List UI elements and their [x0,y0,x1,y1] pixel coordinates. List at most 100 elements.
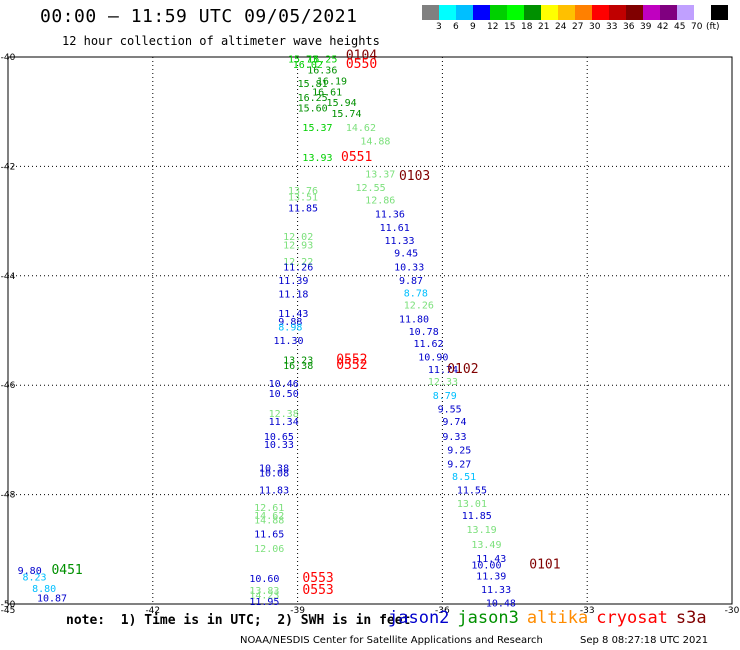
wave-height-value: 10.38 [259,464,289,475]
x-tick-label: -33 [580,606,595,616]
y-tick-label: -40 [1,53,16,63]
y-tick-label: -42 [1,162,16,172]
wave-height-value: 10.90 [418,353,448,364]
colorbar-swatch [660,5,677,20]
wave-height-value: 8.23 [22,572,46,583]
wave-height-value: 9.55 [438,405,462,416]
wave-height-value: 11.80 [399,314,429,325]
wave-height-value: 12.22 [283,257,313,268]
colorbar-unit: (ft) [706,22,720,32]
wave-height-value: 12.38 [269,409,299,420]
legend-entry-jason3: jason3 [457,608,519,628]
wave-height-value: 12.02 [283,232,313,243]
legend-entry-s3a: s3a [675,608,707,628]
wave-height-value: 10.00 [471,560,501,571]
colorbar-swatch [592,5,609,20]
pass-time-label: 0103 [399,169,430,184]
wave-height-value: 15.81 [298,79,328,90]
colorbar-swatch [524,5,541,20]
colorbar-tick-label: 36 [623,22,635,32]
wave-height-value: 12.93 [283,240,313,251]
colorbar-swatch [507,5,524,20]
wave-height-value: 15.37 [302,123,332,134]
y-tick-label: -44 [1,272,16,282]
x-tick-label: -36 [435,606,450,616]
wave-height-value: 12.61 [254,503,284,514]
wave-height-value: 9.25 [447,446,471,457]
colorbar-swatch [677,5,694,20]
colorbar-tick-label: 12 [487,22,499,32]
wave-height-value: 9.80 [18,566,42,577]
wave-height-value: 11.83 [259,486,289,497]
wave-height-value: 12.55 [356,183,386,194]
colorbar-swatch [439,5,456,20]
colorbar-tick-label: 6 [453,22,459,32]
colorbar-tick-label: 33 [606,22,618,32]
wave-height-value: 13.83 [249,586,279,597]
wave-height-value: 11.55 [457,486,487,497]
wave-height-value: 10.33 [394,262,424,273]
wave-height-value: 11.95 [249,597,279,608]
wave-height-value: 10.78 [409,327,439,338]
pass-time-label: 0102 [447,362,478,377]
wave-height-value: 11.18 [278,290,308,301]
x-tick-label: -30 [725,606,740,616]
colorbar-tick-label: 9 [470,22,476,32]
pass-time-label: 0551 [341,150,372,165]
wave-height-value: 13.01 [457,499,487,510]
pass-time-label: 0553 [302,571,333,586]
colorbar-tick-label: 3 [436,22,442,32]
wave-height-value: 11.30 [273,336,303,347]
pass-time-label: 0101 [529,557,560,572]
wave-height-value: 16.02 [293,60,323,71]
wave-height-value: 11.39 [278,276,308,287]
wave-height-value: 8.51 [452,472,476,483]
satellite-legend: jason2 jason3 altika cryosat s3a [388,608,715,628]
wave-height-value: 16.25 [298,93,328,104]
colorbar-swatch [711,5,728,20]
wave-height-value: 15.94 [327,98,357,109]
wave-height-value: 13.51 [288,192,318,203]
wave-height-value: 13.93 [302,153,332,164]
wave-height-value: 14.62 [254,511,284,522]
pass-time-label: 0104 [346,49,377,64]
wave-height-value: 12.06 [254,544,284,555]
wave-height-value: 11.74 [428,365,458,376]
wave-height-value: 13.23 [283,355,313,366]
wave-height-value: 8.78 [404,289,428,300]
wave-height-value: 11.26 [283,262,313,273]
colorbar-tick-label: 70 [691,22,703,32]
wave-height-value: 16.38 [283,361,313,372]
wave-height-value: 10.87 [37,593,67,604]
colorbar-swatch [643,5,660,20]
colorbar-tick-label: 15 [504,22,516,32]
colorbar-swatch [575,5,592,20]
wave-height-value: 9.74 [442,417,466,428]
timestamp: Sep 8 08:27:18 UTC 2021 [580,635,709,646]
wave-height-value: 14.23 [249,591,279,602]
wave-height-value: 11.39 [476,571,506,582]
wave-height-value: 8.98 [278,323,302,334]
colorbar-swatch [473,5,490,20]
wave-height-value: 14.62 [346,123,376,134]
wave-height-value: 11.36 [375,209,405,220]
wave-height-value: 16.36 [307,65,337,76]
colorbar-tick-label: 21 [538,22,550,32]
pass-time-label: 0550 [346,57,377,72]
colorbar-tick-label: 27 [572,22,584,32]
wave-height-value: 9.27 [447,459,471,470]
colorbar-swatch [626,5,643,20]
wave-height-value: 11.65 [254,529,284,540]
colorbar-swatch [541,5,558,20]
wave-height-value: 16.25 [307,54,337,65]
wave-height-value: 11.85 [288,203,318,214]
wave-height-value: 9.45 [394,249,418,260]
wave-height-value: 14.88 [254,516,284,527]
wave-height-value: 10.50 [269,389,299,400]
wave-height-value: 8.80 [32,584,56,595]
wave-height-value: 11.33 [384,236,414,247]
pass-time-label: 0451 [51,563,82,578]
plot-frame [7,56,733,605]
wave-height-value: 15.74 [331,109,361,120]
